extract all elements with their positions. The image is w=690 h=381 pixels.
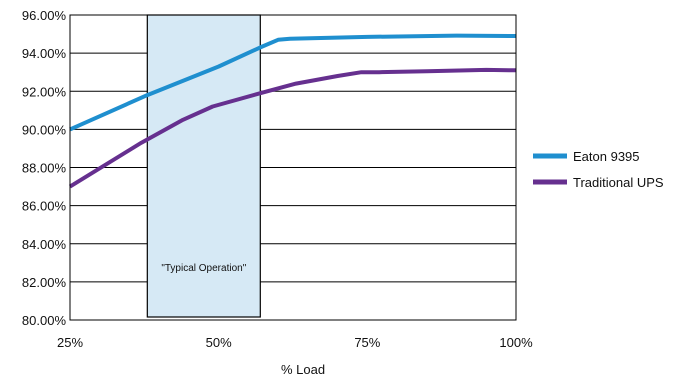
x-tick-label: 75% — [354, 335, 380, 350]
x-axis-ticks: 25% 50% 75% 100% — [57, 335, 533, 350]
y-tick-label: 94.00% — [22, 46, 67, 61]
legend: Eaton 9395 Traditional UPS — [533, 149, 664, 190]
series-line-2 — [68, 67, 517, 189]
typical-operation-region — [146, 14, 261, 318]
legend-label: Eaton 9395 — [573, 149, 640, 164]
y-axis-ticks: 80.00% 82.00% 84.00% 86.00% 88.00% 90.00% 92.0… — [22, 8, 67, 328]
y-tick-label: 82.00% — [22, 275, 67, 290]
y-tick-label: 84.00% — [22, 237, 67, 252]
y-tick-label: 92.00% — [22, 84, 67, 99]
x-tick-label: 100% — [499, 335, 533, 350]
y-tick-label: 90.00% — [22, 122, 67, 137]
legend-label: Traditional UPS — [573, 175, 664, 190]
x-tick-label: 50% — [206, 335, 232, 350]
series-line-1 — [69, 33, 517, 132]
y-tick-label: 80.00% — [22, 313, 67, 328]
y-tick-label: 86.00% — [22, 199, 67, 214]
plot-frame — [69, 14, 517, 321]
y-tick-label: 96.00% — [22, 8, 67, 23]
x-axis-title: % Load — [281, 362, 325, 377]
y-tick-label: 88.00% — [22, 161, 67, 176]
typical-operation-label: "Typical Operation" — [161, 263, 246, 274]
x-tick-label: 25% — [57, 335, 83, 350]
series-lines — [68, 33, 517, 189]
typical-operation-band: "Typical Operation" — [146, 14, 261, 318]
